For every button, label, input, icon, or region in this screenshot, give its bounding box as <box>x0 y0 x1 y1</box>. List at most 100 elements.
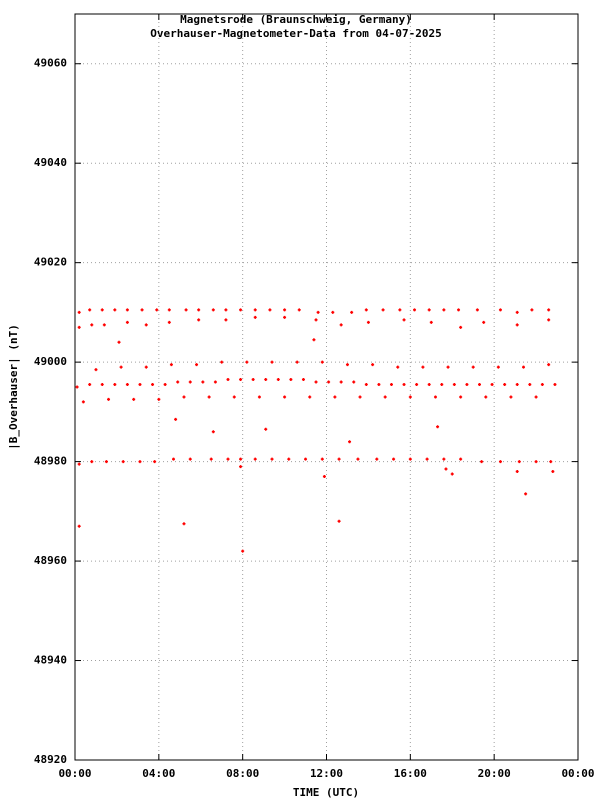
data-point <box>226 378 230 382</box>
data-point <box>239 457 243 461</box>
data-point <box>477 383 481 387</box>
data-point <box>534 395 538 399</box>
data-point <box>125 383 129 387</box>
data-point <box>496 365 500 369</box>
data-point <box>421 365 425 369</box>
data-point <box>484 395 488 399</box>
data-point <box>90 323 94 327</box>
y-tick-label: 48980 <box>34 455 67 468</box>
data-point <box>316 310 320 314</box>
data-point <box>314 380 318 384</box>
data-point <box>339 380 343 384</box>
data-point <box>163 383 167 387</box>
data-point <box>312 338 316 342</box>
data-point <box>345 363 349 367</box>
data-point <box>113 308 117 312</box>
x-tick-label: 16:00 <box>394 767 427 780</box>
data-point <box>224 318 228 322</box>
data-point <box>524 492 528 496</box>
data-point <box>396 365 400 369</box>
data-point <box>77 325 81 329</box>
y-axis-label: |B_Overhauser| (nT) <box>7 324 20 450</box>
data-point <box>356 457 360 461</box>
data-point <box>188 380 192 384</box>
data-point <box>366 320 370 324</box>
data-point <box>339 323 343 327</box>
data-point <box>295 360 299 364</box>
y-tick-label: 49000 <box>34 355 67 368</box>
data-point <box>457 308 461 312</box>
y-tick-label: 48920 <box>34 753 67 766</box>
data-point <box>125 308 129 312</box>
data-point <box>264 427 268 431</box>
data-point <box>232 395 236 399</box>
data-point <box>402 383 406 387</box>
data-point <box>253 315 257 319</box>
data-point <box>270 360 274 364</box>
data-point <box>224 308 228 312</box>
data-point <box>389 383 393 387</box>
data-point <box>337 519 341 523</box>
data-point <box>77 524 81 528</box>
data-point <box>77 462 81 466</box>
data-point <box>327 380 331 384</box>
x-tick-label: 00:00 <box>561 767 594 780</box>
data-point <box>239 378 243 382</box>
data-point <box>287 457 291 461</box>
data-point <box>490 383 494 387</box>
data-point <box>245 360 249 364</box>
data-point <box>167 320 171 324</box>
data-point <box>551 470 555 474</box>
data-point <box>197 318 201 322</box>
x-tick-label: 00:00 <box>58 767 91 780</box>
data-point <box>251 378 255 382</box>
data-point <box>209 457 213 461</box>
data-point <box>264 378 268 382</box>
data-point <box>547 363 551 367</box>
data-point <box>104 460 108 464</box>
data-point <box>77 310 81 314</box>
data-point <box>241 549 245 553</box>
data-point <box>331 310 335 314</box>
y-tick-label: 49040 <box>34 156 67 169</box>
data-point <box>398 308 402 312</box>
data-point <box>172 457 176 461</box>
data-point <box>402 318 406 322</box>
data-point <box>100 308 104 312</box>
data-point <box>119 365 123 369</box>
data-point <box>314 318 318 322</box>
data-point <box>480 460 484 464</box>
x-tick-label: 04:00 <box>142 767 175 780</box>
data-point <box>415 383 419 387</box>
data-point <box>121 460 125 464</box>
data-point <box>534 460 538 464</box>
y-tick-label: 49020 <box>34 256 67 269</box>
plot-frame <box>74 13 579 761</box>
data-point <box>408 395 412 399</box>
data-point <box>352 380 356 384</box>
data-point <box>153 460 157 464</box>
data-point <box>475 308 479 312</box>
data-point <box>547 308 551 312</box>
data-point <box>88 383 92 387</box>
data-point <box>509 395 513 399</box>
y-tick-label: 48960 <box>34 554 67 567</box>
data-point <box>308 395 312 399</box>
data-point <box>442 457 446 461</box>
y-tick-label: 48940 <box>34 654 67 667</box>
data-point <box>530 308 534 312</box>
data-point <box>392 457 396 461</box>
data-point <box>188 457 192 461</box>
data-point <box>498 460 502 464</box>
data-point <box>371 363 375 367</box>
data-point <box>268 308 272 312</box>
data-point <box>132 397 136 401</box>
data-point <box>528 383 532 387</box>
x-axis-label: TIME (UTC) <box>293 786 359 799</box>
data-point <box>358 395 362 399</box>
data-point <box>413 308 417 312</box>
data-point <box>117 340 121 344</box>
data-point <box>226 457 230 461</box>
data-point <box>471 365 475 369</box>
